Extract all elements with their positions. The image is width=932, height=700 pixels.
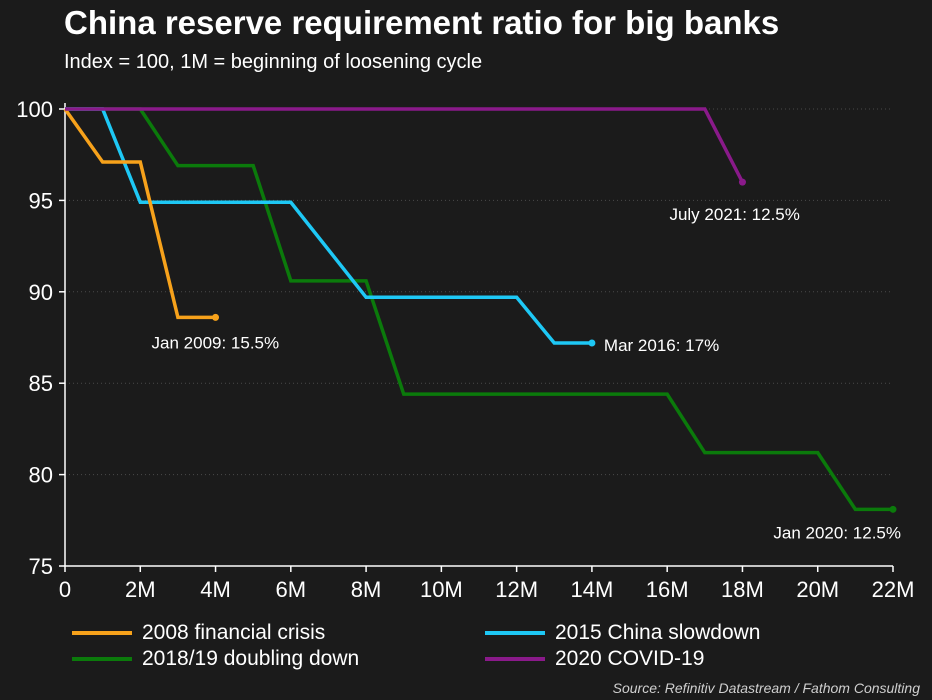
- y-tick-label-80: 80: [29, 463, 53, 488]
- series-end-label-2: Jan 2020: 12.5%: [773, 523, 901, 542]
- source-note: Source: Refinitiv Datastream / Fathom Co…: [612, 680, 920, 696]
- series-line-2: [65, 107, 893, 512]
- series-end-point-1: [588, 339, 596, 347]
- x-tick-label-10: 10M: [420, 577, 463, 602]
- legend-label-2015: 2015 China slowdown: [555, 621, 761, 644]
- legend-swatch-2008: [72, 631, 132, 635]
- series-line-1: [65, 107, 592, 345]
- legend-swatch-2018: [72, 657, 132, 661]
- series-end-point-0: [212, 313, 220, 321]
- series-end-label-0: Jan 2009: 15.5%: [152, 333, 280, 352]
- x-tick-label-22: 22M: [872, 577, 915, 602]
- series-end-label-1: Mar 2016: 17%: [604, 336, 719, 355]
- series-end-point-2: [889, 505, 897, 513]
- x-tick-label-16: 16M: [646, 577, 689, 602]
- legend-item-2018: 2018/19 doubling down: [72, 647, 359, 671]
- legend-item-2015: 2015 China slowdown: [485, 621, 760, 645]
- series-end-point-3: [738, 178, 746, 186]
- series-end-label-3: July 2021: 12.5%: [669, 205, 799, 224]
- legend-label-2020: 2020 COVID-19: [555, 647, 705, 670]
- legend-swatch-2015: [485, 631, 545, 635]
- chart-subtitle: Index = 100, 1M = beginning of loosening…: [64, 51, 483, 73]
- x-tick-label-2: 2M: [125, 577, 156, 602]
- legend-label-2018: 2018/19 doubling down: [142, 647, 360, 670]
- x-tick-label-0: 0: [59, 577, 71, 602]
- x-tick-label-18: 18M: [721, 577, 764, 602]
- series-line-3: [65, 107, 745, 183]
- y-tick-label-95: 95: [29, 188, 53, 213]
- x-tick-label-8: 8M: [351, 577, 382, 602]
- legend-label-2008: 2008 financial crisis: [142, 621, 326, 644]
- legend-item-2008: 2008 financial crisis: [72, 621, 325, 645]
- y-tick-label-75: 75: [29, 554, 53, 579]
- y-tick-label-100: 100: [16, 97, 53, 122]
- y-tick-label-90: 90: [29, 280, 53, 305]
- chart-title: China reserve requirement ratio for big …: [64, 4, 780, 41]
- x-tick-label-12: 12M: [495, 577, 538, 602]
- y-tick-label-85: 85: [29, 371, 53, 396]
- series-line-0: [63, 107, 216, 320]
- x-tick-label-4: 4M: [200, 577, 231, 602]
- legend-swatch-2020: [485, 657, 545, 661]
- legend-item-2020: 2020 COVID-19: [485, 647, 704, 671]
- x-tick-label-14: 14M: [571, 577, 614, 602]
- x-tick-label-20: 20M: [796, 577, 839, 602]
- x-tick-label-6: 6M: [276, 577, 307, 602]
